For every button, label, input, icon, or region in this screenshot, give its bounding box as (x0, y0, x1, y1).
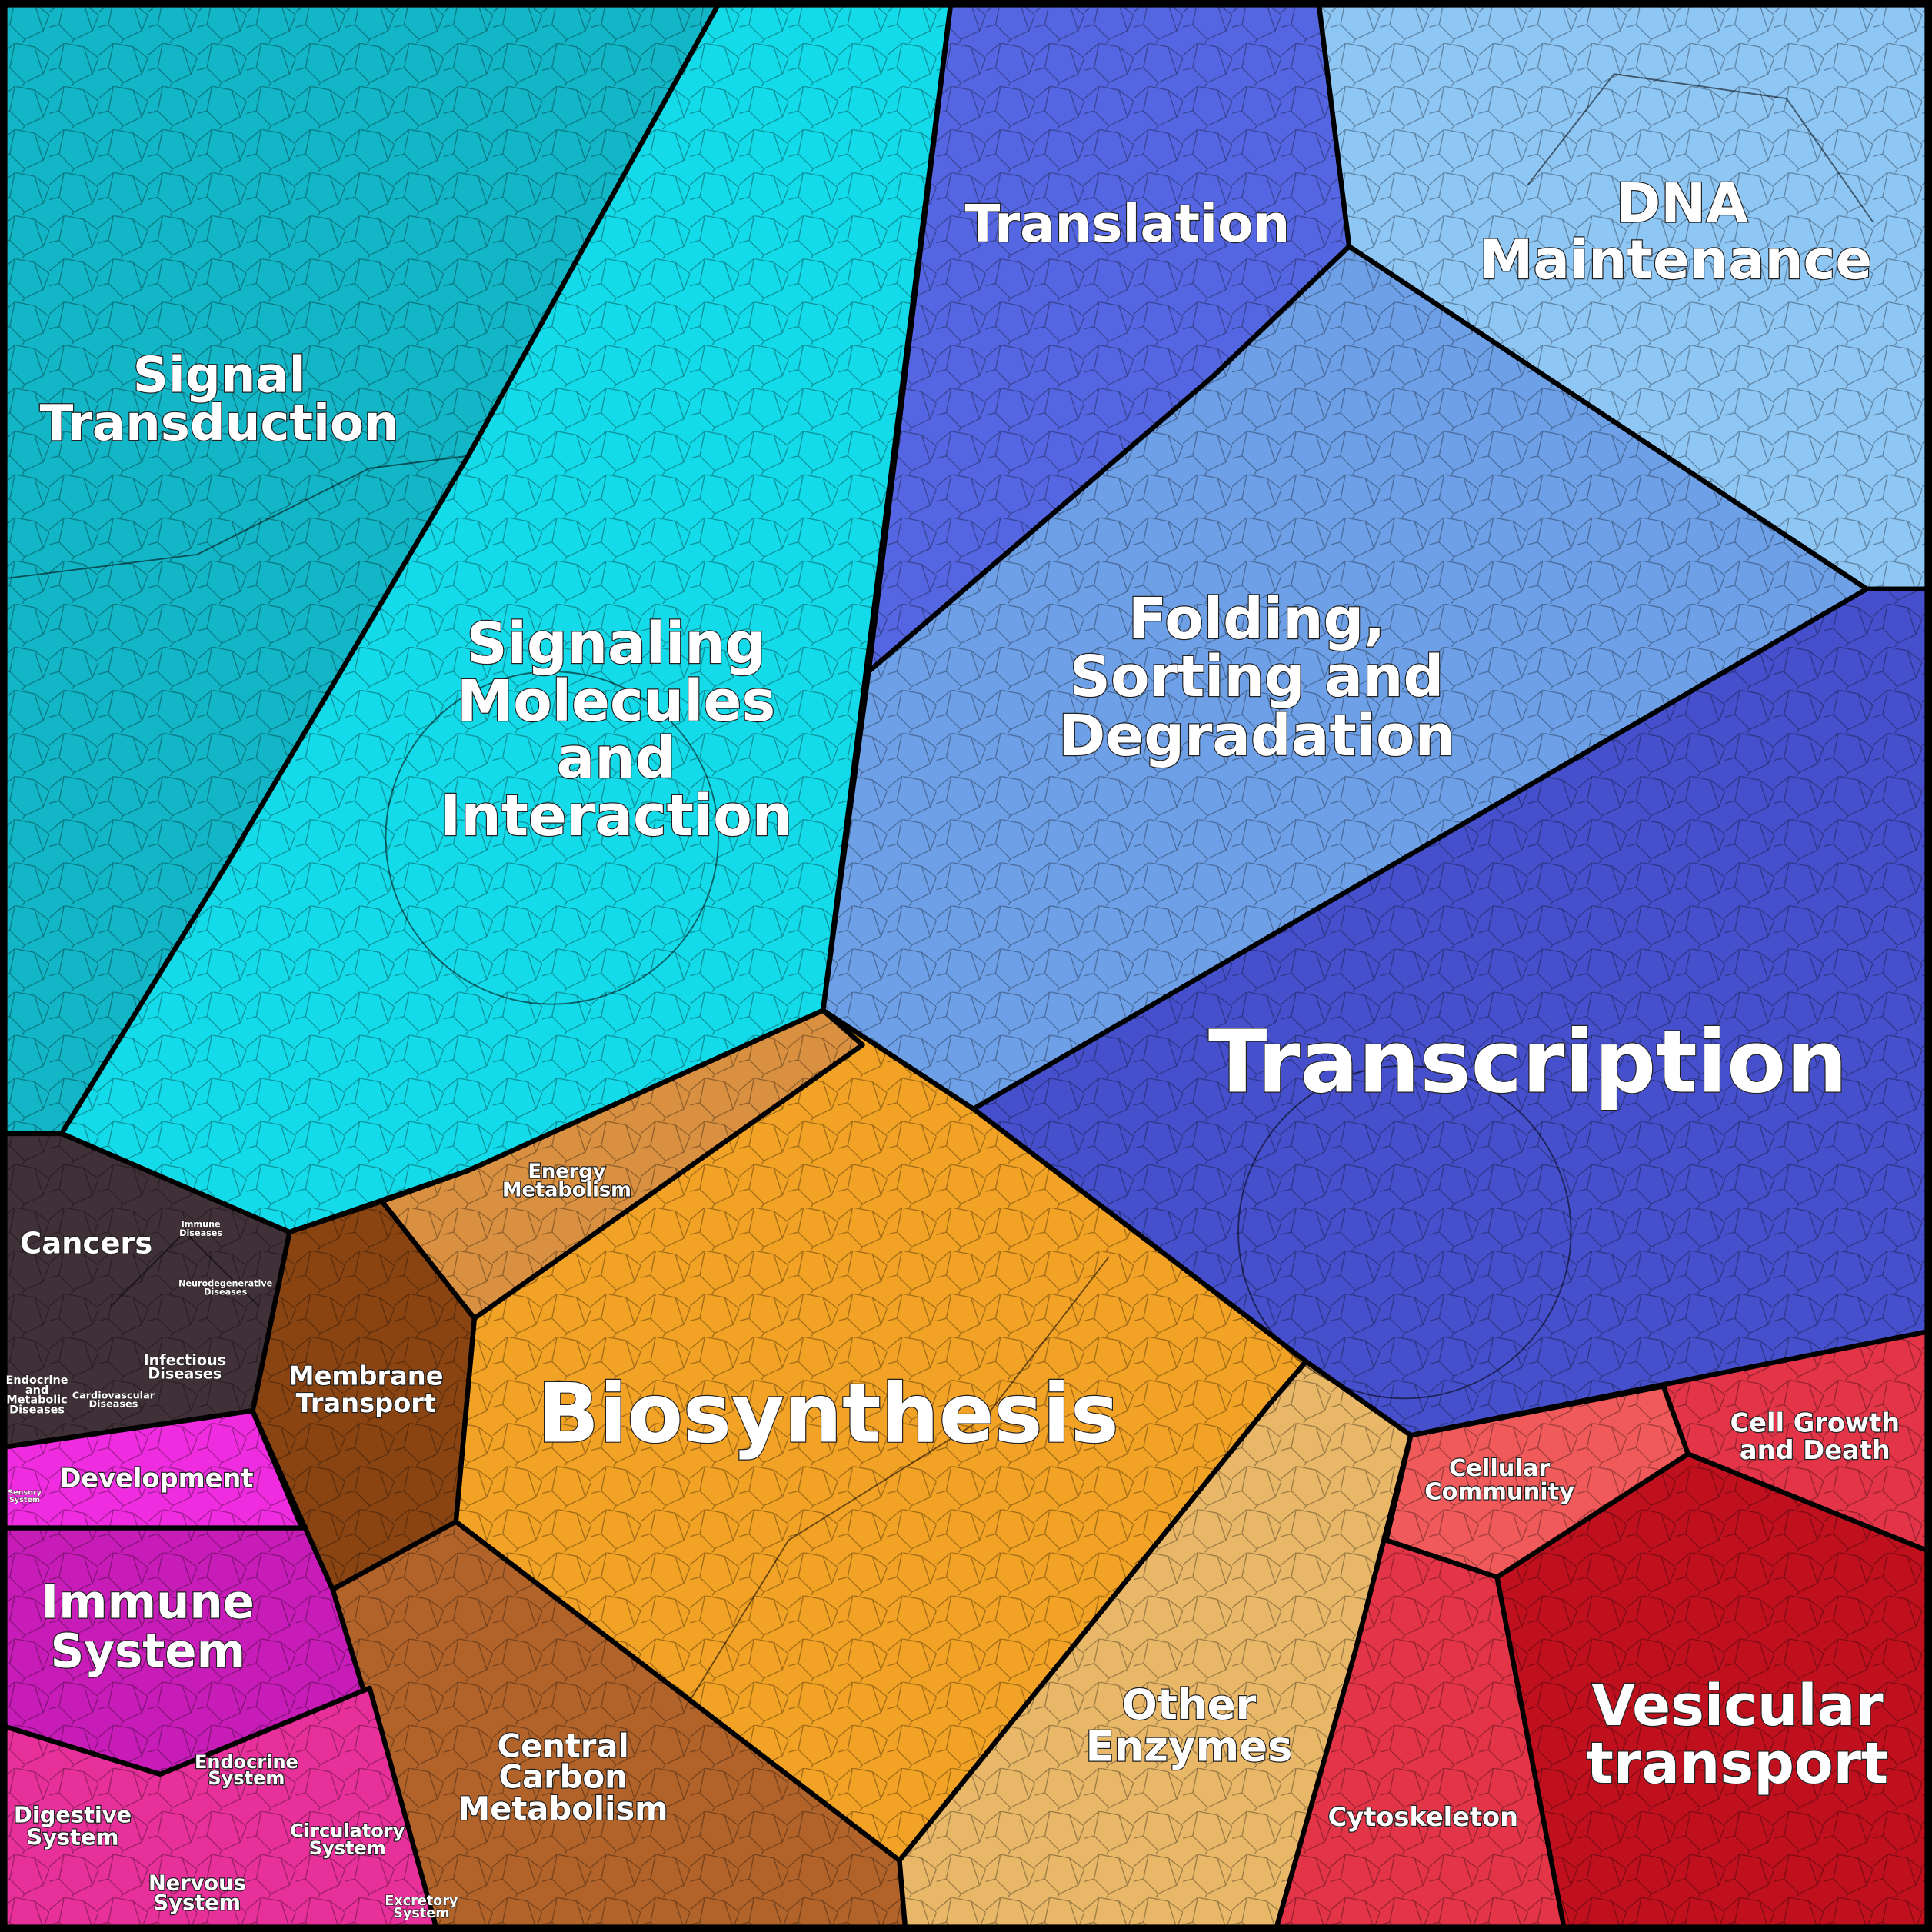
region-label: Cardiovascular Diseases (72, 1390, 155, 1410)
region-label: Membrane Transport (288, 1361, 443, 1418)
region-label: Cytoskeleton (1328, 1802, 1519, 1832)
region-label: Development (59, 1464, 253, 1494)
region-label: Central Carbon Metabolism (458, 1727, 668, 1828)
region-label: Endocrine and Metabolic Diseases (6, 1374, 68, 1416)
region-label: Energy Metabolism (502, 1161, 631, 1202)
region-label: Translation (964, 194, 1290, 254)
region-label: Transcription (1208, 1012, 1847, 1112)
region-label: Biosynthesis (538, 1366, 1119, 1461)
region-label: Endocrine System (195, 1751, 298, 1789)
region-label: Immune System (42, 1574, 255, 1678)
region-label: Infectious Diseases (143, 1351, 226, 1383)
cell-edge (110, 1231, 260, 1307)
cell-edge (689, 1256, 1110, 1701)
region-label: Nervous System (148, 1872, 246, 1916)
region-label: Excretory System (385, 1894, 458, 1921)
labels: Signal Transduction Signaling Molecules and… (5, 171, 1900, 1921)
region-label: DNA Maintenance (1479, 172, 1872, 291)
region-label: Vesicular transport (1587, 1674, 1889, 1797)
cell-edge (0, 455, 468, 580)
region-label: Immune Diseases (179, 1220, 222, 1238)
region-label: Signal Transduction (40, 347, 399, 451)
cell-outlines (0, 73, 1874, 1701)
region-label: Cellular Community (1424, 1455, 1574, 1505)
region-label: Folding, Sorting and Degradation (1058, 587, 1455, 769)
cell (385, 671, 719, 1005)
region-label: Other Enzymes (1085, 1680, 1292, 1770)
region-label: Circulatory System (290, 1820, 405, 1859)
cell-edge (1527, 73, 1874, 222)
region-label: Digestive System (14, 1801, 132, 1850)
cell (1237, 1064, 1572, 1400)
region-label: Neurodegenerative Diseases (178, 1279, 273, 1297)
region-label: Sensory System (8, 1488, 42, 1504)
region-label: Cancers (20, 1226, 152, 1261)
region-label: Cell Growth and Death (1730, 1408, 1900, 1465)
region-label: Signaling Molecules and Interaction (440, 611, 792, 849)
